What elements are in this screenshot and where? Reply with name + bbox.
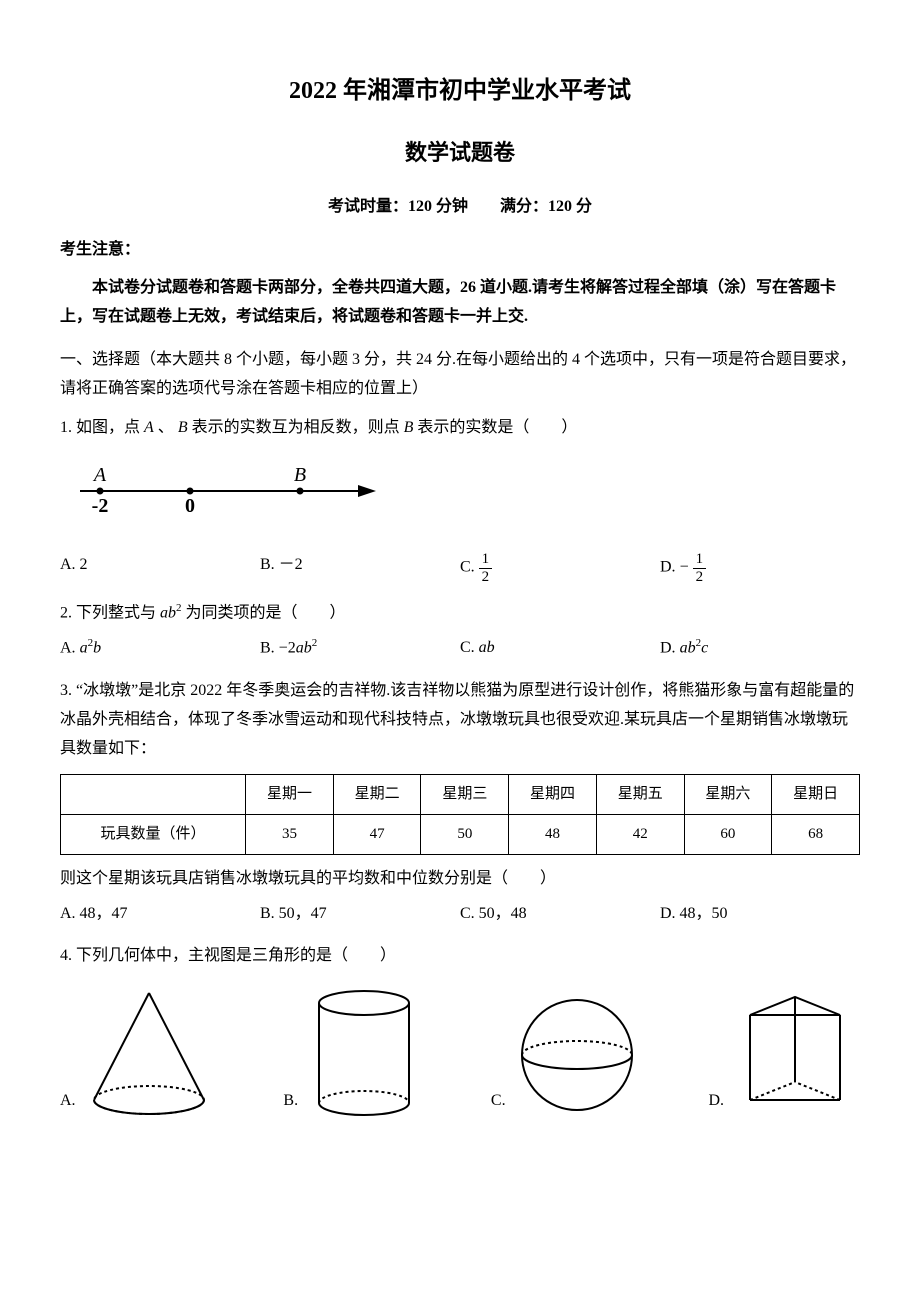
q1-opt-D-num: 1 bbox=[693, 551, 707, 569]
q1-text-pre: 1. 如图，点 bbox=[60, 419, 140, 436]
q1-opt-D-neg: − bbox=[680, 559, 689, 576]
q4-shape-B: B. bbox=[283, 985, 424, 1120]
q2-pre: 2. 下列整式与 bbox=[60, 604, 156, 621]
exam-title: 2022 年湘潭市初中学业水平考试 bbox=[60, 70, 860, 113]
table-header: 星期四 bbox=[509, 774, 597, 814]
q4-label-B: B. bbox=[283, 1087, 298, 1116]
table-header: 星期五 bbox=[596, 774, 684, 814]
q4-label-C: C. bbox=[491, 1087, 506, 1116]
q1-A: A bbox=[144, 419, 154, 436]
q4-shape-C: C. bbox=[491, 990, 642, 1120]
table-data-row: 玩具数量（件） 35 47 50 48 42 60 68 bbox=[61, 814, 860, 854]
q1-opt-B: B. －2 bbox=[260, 551, 460, 585]
table-cell: 50 bbox=[421, 814, 509, 854]
cylinder-icon bbox=[304, 985, 424, 1120]
table-header-row: 星期一 星期二 星期三 星期四 星期五 星期六 星期日 bbox=[61, 774, 860, 814]
question-4: 4. 下列几何体中，主视图是三角形的是（ ） bbox=[60, 942, 860, 971]
q2-opt-C-pre: C. bbox=[460, 639, 479, 656]
table-header: 星期六 bbox=[684, 774, 772, 814]
q1-opt-D-den: 2 bbox=[693, 569, 707, 586]
question-3: 3. “冰墩墩”是北京 2022 年冬季奥运会的吉祥物.该吉祥物以熊猫为原型进行… bbox=[60, 677, 860, 763]
table-cell: 47 bbox=[333, 814, 421, 854]
prism-icon bbox=[730, 985, 860, 1120]
table-cell: 35 bbox=[246, 814, 334, 854]
q1-B2: B bbox=[404, 419, 414, 436]
q2-opt-A: A. a2b bbox=[60, 634, 260, 663]
table-header: 星期二 bbox=[333, 774, 421, 814]
table-cell: 48 bbox=[509, 814, 597, 854]
notice-label: 考生注意： bbox=[60, 236, 860, 265]
question-2: 2. 下列整式与 ab2 为同类项的是（ ） bbox=[60, 599, 860, 628]
table-cell: 68 bbox=[772, 814, 860, 854]
question-1: 1. 如图，点 A 、 B 表示的实数互为相反数，则点 B 表示的实数是（ ） bbox=[60, 414, 860, 443]
q1-B: B bbox=[178, 419, 188, 436]
notice-body: 本试卷分试题卷和答题卡两部分，全卷共四道大题，26 道小题.请考生将解答过程全部… bbox=[60, 274, 860, 332]
q2-opt-B-neg: −2 bbox=[279, 640, 296, 657]
numline-B-label: B bbox=[294, 464, 306, 486]
q2-post: 为同类项的是（ ） bbox=[186, 604, 346, 621]
q3-text2: 则这个星期该玩具店销售冰墩墩玩具的平均数和中位数分别是（ ） bbox=[60, 865, 860, 894]
q3-opt-B: B. 50，47 bbox=[260, 900, 460, 929]
q2-opt-C: C. ab bbox=[460, 634, 660, 663]
table-header: 星期一 bbox=[246, 774, 334, 814]
q2-opt-A-pre: A. bbox=[60, 640, 80, 657]
q2-opt-D: D. ab2c bbox=[660, 634, 860, 663]
q2-opt-B: B. −2ab2 bbox=[260, 634, 460, 663]
q1-mid1: 、 bbox=[158, 419, 174, 436]
number-line-svg: A B -2 0 bbox=[80, 456, 390, 526]
q1-opt-D: D. − 12 bbox=[660, 551, 860, 585]
q1-opt-C-num: 1 bbox=[479, 551, 493, 569]
q1-opt-C-pre: C. bbox=[460, 559, 479, 576]
table-cell: 60 bbox=[684, 814, 772, 854]
q1-mid2: 表示的实数互为相反数，则点 bbox=[192, 419, 400, 436]
q3-opt-C: C. 50，48 bbox=[460, 900, 660, 929]
q2-sup: 2 bbox=[176, 602, 182, 614]
numline-O-value: 0 bbox=[185, 495, 195, 517]
q1-text-post: 表示的实数是（ ） bbox=[417, 419, 577, 436]
q2-opt-B-pre: B. bbox=[260, 640, 279, 657]
sphere-icon bbox=[512, 990, 642, 1120]
q3-opt-A: A. 48，47 bbox=[60, 900, 260, 929]
q3-options: A. 48，47 B. 50，47 C. 50，48 D. 48，50 bbox=[60, 900, 860, 929]
q3-opt-D: D. 48，50 bbox=[660, 900, 860, 929]
table-cell: 42 bbox=[596, 814, 684, 854]
q1-opt-A: A. 2 bbox=[60, 551, 260, 585]
q1-opt-C-den: 2 bbox=[479, 569, 493, 586]
table-header: 星期三 bbox=[421, 774, 509, 814]
number-line-figure: A B -2 0 bbox=[80, 456, 860, 537]
q1-options: A. 2 B. －2 C. 12 D. − 12 bbox=[60, 551, 860, 585]
q4-shape-D: D. bbox=[708, 985, 860, 1120]
table-header-first bbox=[61, 774, 246, 814]
table-row-label: 玩具数量（件） bbox=[61, 814, 246, 854]
q2-opt-D-pre: D. bbox=[660, 640, 680, 657]
exam-timing: 考试时量：120 分钟 满分：120 分 bbox=[60, 193, 860, 222]
q1-opt-D-pre: D. bbox=[660, 559, 680, 576]
q4-shapes-row: A. B. C. D. bbox=[60, 985, 860, 1120]
cone-icon bbox=[82, 985, 217, 1120]
section-1-intro: 一、选择题（本大题共 8 个小题，每小题 3 分，共 24 分.在每小题给出的 … bbox=[60, 346, 860, 404]
q4-label-D: D. bbox=[708, 1087, 724, 1116]
q2-options: A. a2b B. −2ab2 C. ab D. ab2c bbox=[60, 634, 860, 663]
q1-opt-C: C. 12 bbox=[460, 551, 660, 585]
q3-table: 星期一 星期二 星期三 星期四 星期五 星期六 星期日 玩具数量（件） 35 4… bbox=[60, 774, 860, 855]
exam-subject: 数学试题卷 bbox=[60, 133, 860, 173]
numline-A-label: A bbox=[92, 464, 107, 486]
table-header: 星期日 bbox=[772, 774, 860, 814]
numline-A-value: -2 bbox=[92, 495, 109, 517]
q2-expr: ab bbox=[160, 604, 176, 621]
q4-shape-A: A. bbox=[60, 985, 217, 1120]
q4-label-A: A. bbox=[60, 1087, 76, 1116]
